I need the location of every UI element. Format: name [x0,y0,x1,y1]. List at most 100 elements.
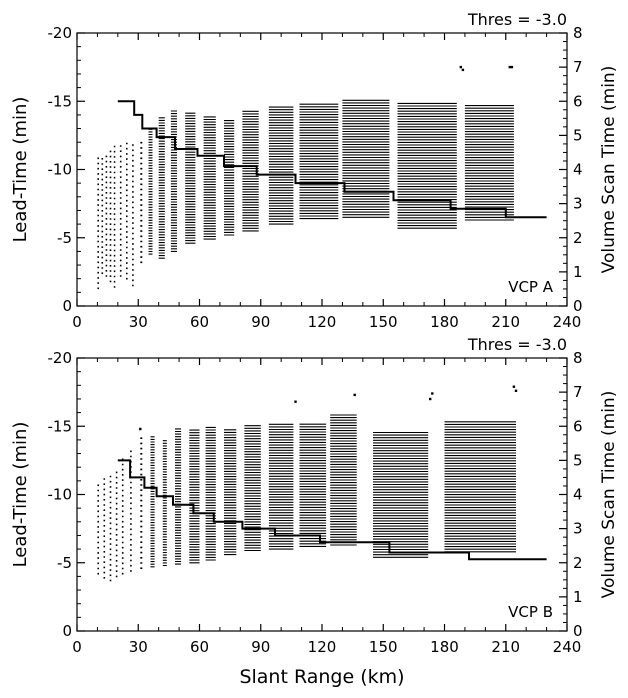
x-tick-label-vcp-a-0: 0 [72,313,82,331]
x-tick-label-vcp-b-90: 90 [251,638,270,656]
point-cluster-vcp-b-17 [330,414,357,546]
point-cluster-vcp-a-2 [101,158,104,274]
x-axis-vcp-a: 0 30 60 90 120 150 180 210 240 [72,33,581,331]
outlier-point-vcp-b-6 [512,385,516,388]
x-tick-label-vcp-a-120: 120 [308,313,337,331]
x-tick-label-vcp-a-60: 60 [190,313,209,331]
point-cluster-vcp-a-17 [268,106,294,225]
x-tick-label-vcp-b-0: 0 [72,638,82,656]
right-axis-vcp-b: 0 1 2 3 4 5 6 7 8 [559,349,583,640]
y-tick-label-vcp-b: -10 [48,486,73,504]
point-cluster-vcp-b-11 [189,429,200,564]
point-cluster-vcp-b-14 [244,425,261,552]
outlier-point-vcp-b-5 [431,392,434,395]
y2-tick-label-vcp-a: 8 [573,24,583,42]
panel-vcp-b: 0 30 60 90 120 150 180 210 240 0 -5 -10 -15 -20 0 1 2 3… [10,335,619,688]
point-cluster-vcp-a-15 [224,120,235,236]
point-cluster-vcp-a-8 [132,144,134,287]
outlier-point-vcp-b-4 [429,397,432,401]
x-tick-label-vcp-b-120: 120 [308,638,337,656]
outlier-point-vcp-a-4 [510,65,514,69]
point-cluster-vcp-b-8 [150,436,155,568]
x-tick-label-vcp-b-150: 150 [369,638,398,656]
outlier-point-vcp-b-2 [294,400,297,403]
y2-tick-label-vcp-a: 5 [573,126,583,144]
y2-tick-label-vcp-b: 1 [573,588,583,606]
panel-label-vcp-b: VCP B [508,603,553,621]
panel-vcp-a: 0 30 60 90 120 150 180 210 240 0 -5 -10 -15 -20 0 1 2 3… [10,10,619,331]
point-cluster-vcp-b-10 [175,428,182,565]
point-cluster-vcp-b-18 [373,431,429,558]
outlier-point-vcp-b-7 [514,389,518,392]
point-cluster-vcp-b-1 [97,484,99,575]
x-tick-label-vcp-a-90: 90 [251,313,270,331]
right-axis-title-vcp-a: Volume Scan Time (min) [599,66,619,274]
x-tick-label-vcp-a-30: 30 [129,313,148,331]
point-cluster-vcp-a-20 [397,102,457,229]
point-cluster-vcp-a-18 [299,103,339,220]
point-cluster-vcp-a-3 [105,155,108,277]
point-cluster-vcp-a-21 [464,105,514,221]
point-cluster-vcp-a-13 [185,112,196,244]
y2-tick-label-vcp-b: 8 [573,349,583,367]
y2-tick-label-vcp-a: 1 [573,263,583,281]
point-cluster-vcp-a-12 [170,110,177,252]
y2-tick-label-vcp-a: 0 [573,297,583,315]
y2-tick-label-vcp-b: 2 [573,554,583,572]
outlier-points-vcp-a [459,65,514,72]
outlier-point-vcp-b-1 [139,427,142,431]
point-cluster-vcp-a-9 [140,141,143,264]
y2-tick-label-vcp-b: 0 [573,622,583,640]
left-axis-vcp-a: 0 -5 -10 -15 -20 [48,24,85,315]
point-cluster-vcp-a-5 [113,145,116,288]
y2-tick-label-vcp-a: 6 [573,92,583,110]
right-axis-title-vcp-b: Volume Scan Time (min) [599,391,619,599]
y-tick-label-vcp-a: -15 [48,92,73,110]
x-tick-label-vcp-a-210: 210 [491,313,520,331]
y-tick-label-vcp-b: 0 [62,622,72,640]
point-cluster-vcp-a-16 [242,110,259,232]
point-cluster-vcp-b-16 [299,423,327,547]
y-tick-label-vcp-a: -10 [48,161,73,179]
x-tick-label-vcp-a-180: 180 [430,313,459,331]
point-cluster-vcp-b-9 [162,440,167,567]
scan-time-line-vcp-a [117,100,547,219]
point-cluster-vcp-a-1 [97,157,99,290]
x-tick-label-vcp-b-240: 240 [553,638,582,656]
point-cluster-vcp-b-15 [268,423,294,550]
outlier-point-vcp-a-2 [461,68,465,72]
left-axis-vcp-b: 0 -5 -10 -15 -20 [48,349,85,640]
x-axis-title-vcp-b: Slant Range (km) [239,666,404,688]
y-tick-label-vcp-a: 0 [62,297,72,315]
y-tick-label-vcp-b: -15 [48,417,73,435]
left-axis-title-vcp-b: Lead-Time (min) [10,422,31,568]
point-cluster-vcp-a-14 [203,116,216,240]
left-axis-title-vcp-a: Lead-Time (min) [10,97,31,243]
y2-tick-label-vcp-b: 7 [573,383,583,401]
y2-tick-label-vcp-b: 4 [573,486,583,504]
point-cluster-vcp-b-2 [103,478,106,579]
y2-tick-label-vcp-b: 5 [573,451,583,469]
lead-time-points-vcp-b [97,414,516,582]
outlier-point-vcp-b-3 [353,393,356,397]
y-tick-label-vcp-a: -5 [57,229,72,247]
point-cluster-vcp-b-5 [121,458,124,575]
x-tick-label-vcp-a-240: 240 [553,313,582,331]
x-tick-label-vcp-a-150: 150 [369,313,398,331]
point-cluster-vcp-b-4 [115,471,118,578]
point-cluster-vcp-a-7 [126,142,128,280]
y2-tick-label-vcp-a: 3 [573,195,583,213]
panel-label-vcp-a: VCP A [508,278,554,296]
point-cluster-vcp-a-4 [109,150,112,283]
point-cluster-vcp-b-12 [205,426,216,561]
y-tick-label-vcp-a: -20 [48,24,73,42]
point-cluster-vcp-a-10 [148,128,153,255]
point-cluster-vcp-a-6 [119,145,122,277]
outlier-point-vcp-a-1 [459,65,462,69]
point-cluster-vcp-b-7 [140,437,143,569]
point-cluster-vcp-b-19 [444,421,516,553]
point-cluster-vcp-a-11 [158,117,165,259]
x-tick-label-vcp-b-30: 30 [129,638,148,656]
